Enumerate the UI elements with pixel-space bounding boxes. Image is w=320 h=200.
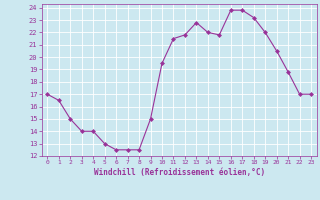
X-axis label: Windchill (Refroidissement éolien,°C): Windchill (Refroidissement éolien,°C) <box>94 168 265 177</box>
